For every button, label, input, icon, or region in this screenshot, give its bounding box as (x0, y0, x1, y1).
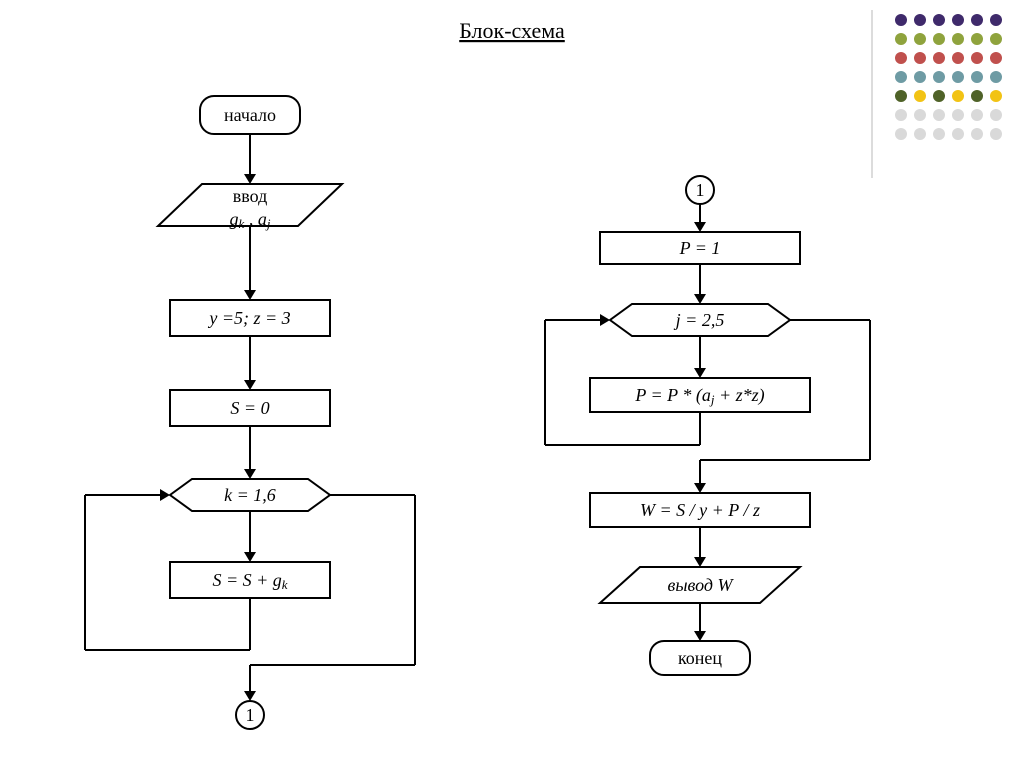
decor-dot (933, 90, 945, 102)
decor-dot (971, 128, 983, 140)
decor-dot (895, 128, 907, 140)
decor-dot (933, 52, 945, 64)
decor-dot (895, 52, 907, 64)
decor-dot (990, 71, 1002, 83)
flowchart-canvas: Блок-схеманачаловводgk , ajy =5; z = 3S … (0, 0, 1024, 768)
decor-dot (990, 52, 1002, 64)
decor-dot (933, 33, 945, 45)
decor-dot (952, 33, 964, 45)
decor-dot (914, 33, 926, 45)
loop-k-label: k = 1,6 (224, 485, 276, 505)
decor-dot (990, 128, 1002, 140)
decor-dot (971, 14, 983, 26)
decor-dot (971, 71, 983, 83)
decor-dot (990, 90, 1002, 102)
decor-dot (895, 33, 907, 45)
process-init-s-label: S = 0 (230, 398, 269, 418)
decor-dot (990, 14, 1002, 26)
decor-dot (990, 33, 1002, 45)
decor-dot (914, 52, 926, 64)
decor-dot (914, 128, 926, 140)
decor-dot (952, 109, 964, 121)
decor-dot (914, 71, 926, 83)
terminal-start-label: начало (224, 105, 276, 125)
decor-dot (952, 52, 964, 64)
page-title: Блок-схема (459, 18, 565, 43)
decor-dot (952, 71, 964, 83)
decor-dot (952, 90, 964, 102)
decor-dot (933, 128, 945, 140)
decor-dot (914, 14, 926, 26)
decor-dot (895, 90, 907, 102)
decor-dot (952, 14, 964, 26)
decor-dot (971, 90, 983, 102)
decor-dot (933, 109, 945, 121)
decor-dot (914, 90, 926, 102)
decor-dot (971, 33, 983, 45)
decor-dot (895, 109, 907, 121)
decor-dot (933, 71, 945, 83)
connector-1-in-label: 1 (696, 180, 705, 200)
connector-1-out-label: 1 (246, 705, 255, 725)
process-init-p-label: P = 1 (679, 238, 721, 258)
decor-dot (971, 109, 983, 121)
decor-dot (895, 71, 907, 83)
decor-dot (952, 128, 964, 140)
process-update-p-label: P = P * (aj + z*z) (634, 385, 764, 407)
loop-j-label: j = 2,5 (674, 310, 725, 330)
decor-dot (933, 14, 945, 26)
process-compute-w-label: W = S / y + P / z (640, 500, 760, 520)
decor-dot (971, 52, 983, 64)
decor-dot (914, 109, 926, 121)
io-output-label: вывод W (668, 575, 735, 595)
decor-dot (895, 14, 907, 26)
terminal-end-label: конец (678, 648, 722, 668)
process-init-yz-label: y =5; z = 3 (207, 308, 290, 328)
process-accumulate-s-label: S = S + gk (212, 570, 287, 592)
decor-dot (990, 109, 1002, 121)
io-input-label1: ввод (233, 186, 268, 206)
